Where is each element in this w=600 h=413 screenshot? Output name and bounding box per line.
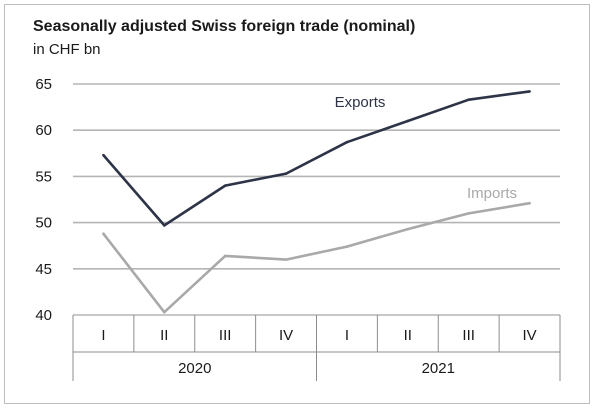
series-line-imports (102, 201, 530, 314)
chart-frame (4, 4, 590, 404)
y-tick-label: 55 (35, 168, 52, 185)
series-line-exports (102, 90, 530, 227)
x-tick-label: II (404, 327, 412, 344)
data-point (102, 153, 105, 157)
data-point (223, 184, 227, 187)
data-point (345, 140, 349, 144)
x-tick-label: IV (522, 327, 536, 344)
x-group-label: 2021 (422, 360, 455, 377)
y-tick-label: 50 (35, 215, 52, 232)
x-tick-label: I (101, 327, 105, 344)
data-point (406, 119, 410, 123)
y-tick-label: 65 (35, 76, 52, 93)
data-point (284, 258, 288, 261)
data-point (284, 172, 288, 175)
chart-title: Seasonally adjusted Swiss foreign trade … (33, 18, 416, 35)
data-point (102, 232, 105, 235)
chart-subtitle: in CHF bn (33, 41, 101, 58)
data-point (528, 201, 531, 205)
series-label-exports: Exports (335, 94, 386, 111)
data-point (528, 90, 531, 93)
data-point (345, 245, 349, 248)
x-tick-label: II (160, 327, 168, 344)
y-tick-label: 40 (35, 307, 52, 324)
series-label-imports: Imports (467, 185, 517, 202)
data-point (406, 227, 410, 231)
data-point (467, 98, 470, 102)
x-tick-label: I (345, 327, 349, 344)
y-tick-label: 45 (35, 261, 52, 278)
x-tick-label: III (219, 327, 232, 344)
y-tick-label: 60 (35, 122, 52, 139)
x-tick-label: IV (279, 327, 293, 344)
data-point (163, 310, 166, 314)
data-point (223, 254, 227, 258)
x-tick-label: III (462, 327, 475, 344)
data-point (163, 224, 166, 227)
data-point (467, 212, 470, 215)
x-group-label: 2020 (178, 360, 211, 377)
